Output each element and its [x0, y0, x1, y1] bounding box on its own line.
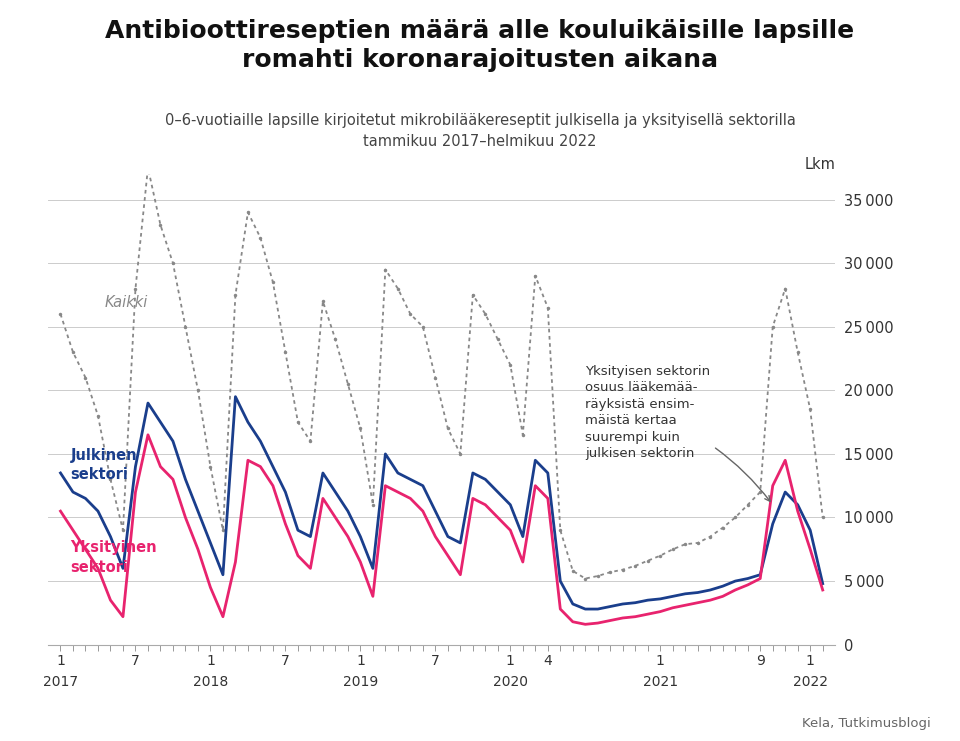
Text: 2020: 2020 — [492, 675, 528, 689]
Text: Yksityinen
sektori: Yksityinen sektori — [70, 540, 157, 575]
Text: 2018: 2018 — [193, 675, 228, 689]
Text: Julkinen
sektori: Julkinen sektori — [70, 448, 137, 482]
Text: 2021: 2021 — [642, 675, 678, 689]
Text: 2019: 2019 — [343, 675, 378, 689]
Text: Kela, Tutkimusblogi: Kela, Tutkimusblogi — [803, 717, 931, 730]
Text: Yksityisen sektorin
osuus lääkemää-
räyksistä ensim-
mäistä kertaa
suurempi kuin: Yksityisen sektorin osuus lääkemää- räyk… — [586, 365, 770, 502]
Text: 0–6-vuotiaille lapsille kirjoitetut mikrobilääkereseptit julkisella ja yksityise: 0–6-vuotiaille lapsille kirjoitetut mikr… — [164, 113, 796, 149]
Text: Lkm: Lkm — [804, 157, 835, 172]
Text: Antibioottireseptien määrä alle kouluikäisille lapsille
romahti koronarajoituste: Antibioottireseptien määrä alle kouluikä… — [106, 19, 854, 72]
Text: 2022: 2022 — [793, 675, 828, 689]
Text: Kaikki: Kaikki — [105, 295, 148, 310]
Text: 2017: 2017 — [43, 675, 78, 689]
